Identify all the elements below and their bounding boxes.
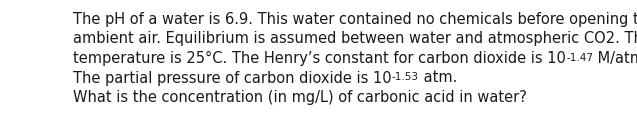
Text: ambient air. Equilibrium is assumed between water and atmospheric CO2. The: ambient air. Equilibrium is assumed betw… — [73, 32, 637, 46]
Text: -1.47: -1.47 — [566, 53, 593, 63]
Text: atm.: atm. — [419, 71, 457, 85]
Text: The partial pressure of carbon dioxide is 10: The partial pressure of carbon dioxide i… — [73, 71, 392, 85]
Text: The pH of a water is 6.9. This water contained no chemicals before opening to th: The pH of a water is 6.9. This water con… — [73, 12, 637, 27]
Text: M/atm.: M/atm. — [593, 51, 637, 66]
Text: -1.53: -1.53 — [392, 72, 419, 82]
Text: What is the concentration (in mg/L) of carbonic acid in water?: What is the concentration (in mg/L) of c… — [73, 90, 527, 105]
Text: temperature is 25°C. The Henry’s constant for carbon dioxide is 10: temperature is 25°C. The Henry’s constan… — [73, 51, 566, 66]
